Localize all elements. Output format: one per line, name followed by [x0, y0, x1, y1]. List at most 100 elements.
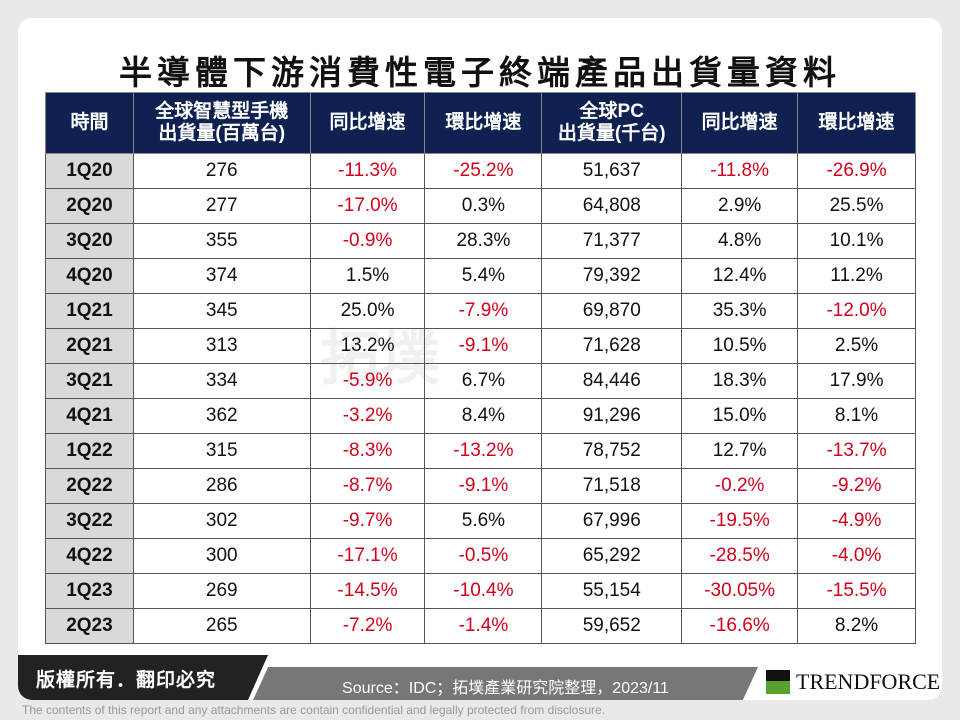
- quarter-cell: 2Q20: [45, 188, 134, 224]
- table-row: 1Q23 269 -14.5% -10.4% 55,154 -30.05% -15.5%: [45, 573, 916, 609]
- column-header: 同比增速: [681, 92, 799, 154]
- table-row: 3Q22 302 -9.7% 5.6% 67,996 -19.5% -4.9%: [45, 503, 916, 539]
- value-cell: 71,518: [541, 468, 683, 504]
- value-cell: -17.1%: [309, 538, 426, 574]
- value-cell: 64,808: [541, 188, 683, 224]
- table-row: 4Q21 362 -3.2% 8.4% 91,296 15.0% 8.1%: [45, 398, 916, 434]
- value-cell: -9.1%: [424, 328, 543, 364]
- value-cell: -9.1%: [424, 468, 543, 504]
- value-cell: 313: [132, 328, 311, 364]
- table-row: 4Q20 374 1.5% 5.4% 79,392 12.4% 11.2%: [45, 258, 916, 294]
- value-cell: 25.5%: [797, 188, 916, 224]
- value-cell: 8.2%: [797, 608, 916, 644]
- value-cell: 18.3%: [681, 363, 799, 399]
- value-cell: 0.3%: [424, 188, 543, 224]
- quarter-cell: 3Q21: [45, 363, 134, 399]
- table-row: 2Q20 277 -17.0% 0.3% 64,808 2.9% 25.5%: [45, 188, 916, 224]
- value-cell: 345: [132, 293, 311, 329]
- value-cell: 17.9%: [797, 363, 916, 399]
- value-cell: 362: [132, 398, 311, 434]
- quarter-cell: 4Q20: [45, 258, 134, 294]
- quarter-cell: 1Q23: [45, 573, 134, 609]
- value-cell: 334: [132, 363, 311, 399]
- quarter-cell: 1Q21: [45, 293, 134, 329]
- quarter-cell: 4Q21: [45, 398, 134, 434]
- value-cell: -30.05%: [681, 573, 799, 609]
- value-cell: -8.3%: [309, 433, 426, 469]
- value-cell: -8.7%: [309, 468, 426, 504]
- value-cell: -1.4%: [424, 608, 543, 644]
- value-cell: 6.7%: [424, 363, 543, 399]
- value-cell: 2.5%: [797, 328, 916, 364]
- value-cell: 374: [132, 258, 311, 294]
- quarter-cell: 2Q22: [45, 468, 134, 504]
- table-row: 2Q21 313 13.2% -9.1% 71,628 10.5% 2.5%: [45, 328, 916, 364]
- value-cell: -0.2%: [681, 468, 799, 504]
- value-cell: -11.3%: [309, 153, 426, 189]
- value-cell: 15.0%: [681, 398, 799, 434]
- value-cell: 71,377: [541, 223, 683, 259]
- value-cell: -4.0%: [797, 538, 916, 574]
- value-cell: 55,154: [541, 573, 683, 609]
- table-row: 4Q22 300 -17.1% -0.5% 65,292 -28.5% -4.0%: [45, 538, 916, 574]
- value-cell: 11.2%: [797, 258, 916, 294]
- value-cell: -13.7%: [797, 433, 916, 469]
- value-cell: 67,996: [541, 503, 683, 539]
- value-cell: -28.5%: [681, 538, 799, 574]
- copyright-label: 版權所有．翻印必究: [18, 655, 268, 700]
- disclaimer: The contents of this report and any atta…: [22, 703, 605, 717]
- value-cell: -4.9%: [797, 503, 916, 539]
- value-cell: -0.5%: [424, 538, 543, 574]
- value-cell: -7.9%: [424, 293, 543, 329]
- table-row: 1Q20 276 -11.3% -25.2% 51,637 -11.8% -26.9%: [45, 153, 916, 189]
- value-cell: 78,752: [541, 433, 683, 469]
- value-cell: -7.2%: [309, 608, 426, 644]
- value-cell: -13.2%: [424, 433, 543, 469]
- value-cell: 84,446: [541, 363, 683, 399]
- value-cell: 51,637: [541, 153, 683, 189]
- page-title: 半導體下游消費性電子終端產品出貨量資料: [119, 53, 841, 92]
- quarter-cell: 2Q23: [45, 608, 134, 644]
- table-row: 3Q20 355 -0.9% 28.3% 71,377 4.8% 10.1%: [45, 223, 916, 259]
- quarter-cell: 3Q22: [45, 503, 134, 539]
- column-header: 同比增速: [309, 92, 426, 154]
- value-cell: 59,652: [541, 608, 683, 644]
- value-cell: 300: [132, 538, 311, 574]
- value-cell: 71,628: [541, 328, 683, 364]
- column-header: 全球PC 出貨量(千台): [541, 92, 683, 154]
- value-cell: 355: [132, 223, 311, 259]
- quarter-cell: 2Q21: [45, 328, 134, 364]
- table-row: 2Q22 286 -8.7% -9.1% 71,518 -0.2% -9.2%: [45, 468, 916, 504]
- table-row: 1Q22 315 -8.3% -13.2% 78,752 12.7% -13.7%: [45, 433, 916, 469]
- value-cell: 1.5%: [309, 258, 426, 294]
- column-header: 環比增速: [797, 92, 916, 154]
- value-cell: -14.5%: [309, 573, 426, 609]
- value-cell: 69,870: [541, 293, 683, 329]
- quarter-cell: 3Q20: [45, 223, 134, 259]
- value-cell: -10.4%: [424, 573, 543, 609]
- value-cell: 4.8%: [681, 223, 799, 259]
- value-cell: 25.0%: [309, 293, 426, 329]
- value-cell: 277: [132, 188, 311, 224]
- value-cell: -25.2%: [424, 153, 543, 189]
- value-cell: -26.9%: [797, 153, 916, 189]
- value-cell: 10.5%: [681, 328, 799, 364]
- quarter-cell: 1Q22: [45, 433, 134, 469]
- value-cell: 12.4%: [681, 258, 799, 294]
- quarter-cell: 4Q22: [45, 538, 134, 574]
- value-cell: 5.6%: [424, 503, 543, 539]
- value-cell: 12.7%: [681, 433, 799, 469]
- logo-text: TRENDFORCE: [796, 669, 941, 694]
- footer: 版權所有．翻印必究 Source：IDC；拓墣產業研究院整理，2023/11 T…: [18, 655, 942, 700]
- table-row: 2Q23 265 -7.2% -1.4% 59,652 -16.6% 8.2%: [45, 608, 916, 644]
- column-header: 時間: [45, 92, 134, 154]
- value-cell: 286: [132, 468, 311, 504]
- table-row: 1Q21 345 25.0% -7.9% 69,870 35.3% -12.0%: [45, 293, 916, 329]
- table-row: 3Q21 334 -5.9% 6.7% 84,446 18.3% 17.9%: [45, 363, 916, 399]
- source-label: Source：IDC；拓墣產業研究院整理，2023/11: [253, 667, 758, 700]
- value-cell: -16.6%: [681, 608, 799, 644]
- value-cell: -3.2%: [309, 398, 426, 434]
- value-cell: 2.9%: [681, 188, 799, 224]
- value-cell: 79,392: [541, 258, 683, 294]
- value-cell: -5.9%: [309, 363, 426, 399]
